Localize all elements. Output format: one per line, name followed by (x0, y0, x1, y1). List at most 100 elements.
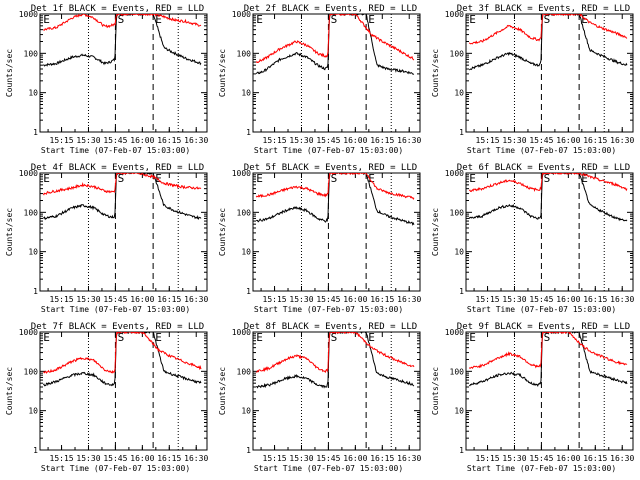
x-tick-label: 15:15 (263, 295, 287, 304)
y-tick-label: 10 (28, 89, 38, 98)
panel-1: Det 1f BLACK = Events, RED = LLD 1 10 100 10… (5, 4, 208, 155)
y-tick-label: 1000 (445, 10, 464, 19)
x-tick-label: 16:00 (556, 295, 580, 304)
y-tick-label: 100 (237, 208, 252, 217)
lld-series-line (43, 332, 202, 374)
y-tick-label: 1 (459, 128, 464, 137)
x-tick-label: 15:45 (103, 295, 127, 304)
panel-title: Det 9f BLACK = Events, RED = LLD (457, 322, 630, 332)
x-axis-label: Start Time (07-Feb-07 15:03:00) (467, 305, 616, 314)
x-tick-label: 15:15 (50, 295, 74, 304)
x-axis-label: Start Time (07-Feb-07 15:03:00) (41, 305, 190, 314)
y-tick-label: 1000 (232, 10, 251, 19)
plot-frame (252, 331, 421, 451)
x-tick-label: 15:45 (316, 136, 340, 145)
x-tick-label: 16:00 (556, 454, 580, 463)
panel-6: Det 6f BLACK = Events, RED = LLD 1 10 100 10… (431, 163, 634, 314)
events-series-line (43, 173, 202, 221)
panel-4: Det 4f BLACK = Events, RED = LLD 1 10 100 10… (5, 163, 208, 314)
panel-title: Det 3f BLACK = Events, RED = LLD (457, 4, 630, 14)
x-tick-label: 15:15 (50, 454, 74, 463)
y-tick-label: 1 (246, 128, 251, 137)
x-tick-label: 16:30 (610, 295, 634, 304)
y-tick-label: 1000 (19, 169, 38, 178)
y-tick-label: 10 (28, 248, 38, 257)
x-tick-label: 15:30 (76, 136, 100, 145)
y-tick-label: 1000 (232, 169, 251, 178)
y-tick-label: 1 (33, 128, 38, 137)
lld-series-line (42, 173, 202, 196)
y-axis-label: Counts/sec (431, 208, 440, 256)
event-marker-label: S (331, 13, 338, 26)
y-tick-label: 100 (24, 49, 39, 58)
plot-frame (465, 172, 634, 292)
y-tick-label: 10 (454, 89, 464, 98)
y-tick-label: 1 (246, 287, 251, 296)
x-tick-label: 16:30 (397, 295, 421, 304)
plot-frame (39, 331, 208, 451)
x-tick-label: 16:15 (583, 136, 607, 145)
x-axis-label: Start Time (07-Feb-07 15:03:00) (467, 464, 616, 473)
lld-series-line (43, 14, 202, 31)
y-tick-label: 1 (459, 287, 464, 296)
lld-series-line (255, 14, 415, 63)
x-tick-label: 16:00 (343, 295, 367, 304)
panel-title: Det 7f BLACK = Events, RED = LLD (31, 322, 204, 332)
x-axis-label: Start Time (07-Feb-07 15:03:00) (254, 464, 403, 473)
y-tick-label: 100 (24, 208, 39, 217)
x-axis-label: Start Time (07-Feb-07 15:03:00) (254, 146, 403, 155)
event-marker-label: E (581, 172, 588, 185)
plot-frame (39, 13, 208, 133)
y-tick-label: 100 (450, 49, 465, 58)
y-tick-label: 100 (24, 367, 39, 376)
x-tick-label: 15:15 (476, 136, 500, 145)
event-marker-label: S (544, 13, 551, 26)
event-marker-label: E (256, 331, 263, 344)
x-tick-label: 15:45 (529, 295, 553, 304)
x-tick-label: 16:15 (370, 454, 394, 463)
x-tick-label: 15:30 (502, 454, 526, 463)
y-tick-label: 10 (241, 407, 251, 416)
panel-5: Det 5f BLACK = Events, RED = LLD 1 10 100 10… (218, 163, 421, 314)
y-axis-label: Counts/sec (431, 49, 440, 97)
events-series-line (256, 332, 415, 389)
x-tick-label: 15:15 (263, 136, 287, 145)
y-tick-label: 1000 (232, 328, 251, 337)
x-tick-label: 16:30 (184, 136, 208, 145)
y-axis-label: Counts/sec (5, 49, 14, 97)
event-marker-label: E (469, 13, 476, 26)
panel-title: Det 2f BLACK = Events, RED = LLD (244, 4, 417, 14)
x-tick-label: 15:30 (76, 295, 100, 304)
panel-7: Det 7f BLACK = Events, RED = LLD 1 10 100 10… (5, 322, 208, 473)
lld-series-line (468, 14, 628, 45)
x-tick-label: 15:30 (76, 454, 100, 463)
y-tick-label: 1 (246, 446, 251, 455)
event-marker-label: E (43, 13, 50, 26)
x-tick-label: 16:15 (370, 136, 394, 145)
y-axis-label: Counts/sec (218, 367, 227, 415)
panel-9: Det 9f BLACK = Events, RED = LLD 1 10 100 10… (431, 322, 634, 473)
x-tick-label: 16:30 (610, 136, 634, 145)
x-tick-label: 15:45 (529, 454, 553, 463)
panel-title: Det 5f BLACK = Events, RED = LLD (244, 163, 417, 173)
x-tick-label: 16:15 (157, 295, 181, 304)
events-series-line (469, 332, 628, 388)
x-tick-label: 16:30 (397, 136, 421, 145)
event-marker-label: S (331, 331, 338, 344)
x-axis-label: Start Time (07-Feb-07 15:03:00) (41, 146, 190, 155)
x-tick-label: 16:00 (556, 136, 580, 145)
x-axis-label: Start Time (07-Feb-07 15:03:00) (41, 464, 190, 473)
plot-frame (252, 172, 421, 292)
panel-title: Det 6f BLACK = Events, RED = LLD (457, 163, 630, 173)
panel-title: Det 8f BLACK = Events, RED = LLD (244, 322, 417, 332)
plot-frame (465, 13, 634, 133)
event-marker-label: S (118, 331, 125, 344)
y-tick-label: 10 (241, 89, 251, 98)
y-tick-label: 1 (33, 446, 38, 455)
x-tick-label: 15:15 (50, 136, 74, 145)
lld-series-line (468, 332, 628, 370)
x-tick-label: 15:30 (502, 295, 526, 304)
x-axis-label: Start Time (07-Feb-07 15:03:00) (254, 305, 403, 314)
event-marker-label: E (368, 331, 375, 344)
x-tick-label: 15:30 (289, 295, 313, 304)
